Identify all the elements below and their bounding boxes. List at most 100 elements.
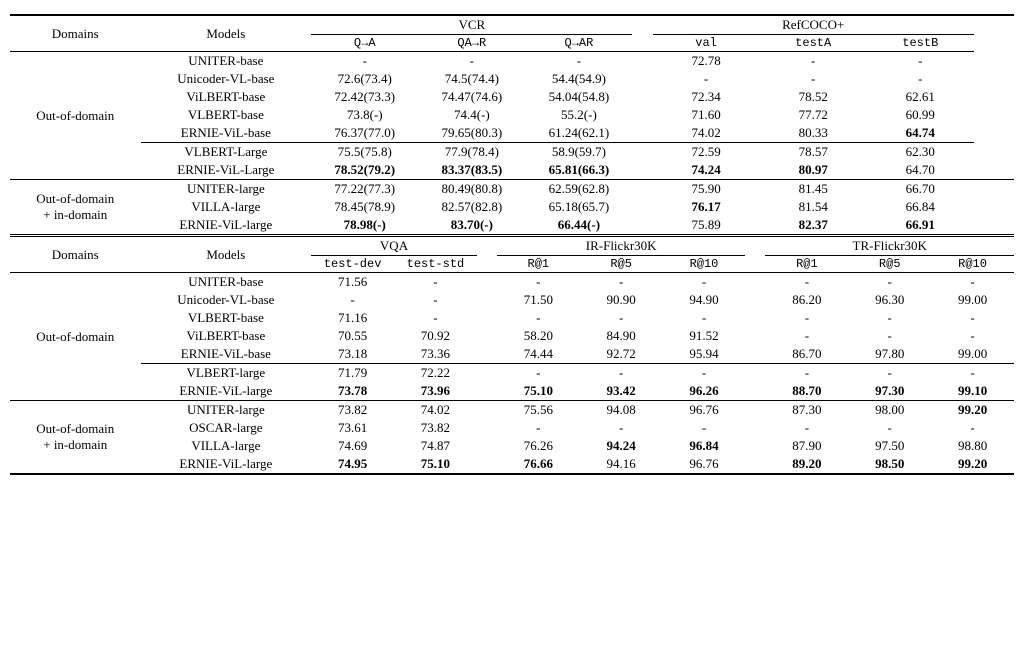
cell: 72.59 bbox=[653, 143, 760, 162]
model-name: ERNIE-ViL-base bbox=[141, 124, 312, 143]
cell: 64.74 bbox=[867, 124, 974, 143]
cell: - bbox=[497, 419, 580, 437]
model-name: UNITER-large bbox=[141, 401, 312, 420]
cell: - bbox=[311, 52, 418, 71]
cell: - bbox=[525, 52, 632, 71]
domain-label: Out-of-domain+ in-domain bbox=[10, 180, 141, 236]
cell: 66.70 bbox=[867, 180, 974, 199]
cell: 73.36 bbox=[394, 345, 477, 364]
cell: 90.90 bbox=[580, 291, 663, 309]
cell: 72.22 bbox=[394, 364, 477, 383]
table-row: ViLBERT-base72.42(73.3)74.47(74.6)54.04(… bbox=[10, 88, 1014, 106]
cell: 62.30 bbox=[867, 143, 974, 162]
cell: 74.47(74.6) bbox=[418, 88, 525, 106]
cell: - bbox=[663, 419, 746, 437]
cell: 99.00 bbox=[931, 345, 1014, 364]
cell: - bbox=[311, 291, 394, 309]
cell: - bbox=[394, 273, 477, 292]
col-ir: IR-Flickr30K bbox=[497, 237, 745, 256]
cell: 65.81(66.3) bbox=[525, 161, 632, 180]
cell: 78.45(78.9) bbox=[311, 198, 418, 216]
cell: 81.54 bbox=[760, 198, 867, 216]
cell: 96.76 bbox=[663, 401, 746, 420]
cell: 71.79 bbox=[311, 364, 394, 383]
table-row: OSCAR-large73.6173.82------ bbox=[10, 419, 1014, 437]
domain-label: Out-of-domain bbox=[10, 52, 141, 180]
cell: 71.50 bbox=[497, 291, 580, 309]
cell: - bbox=[663, 364, 746, 383]
cell: 94.90 bbox=[663, 291, 746, 309]
cell: - bbox=[497, 273, 580, 292]
table-row: ERNIE-ViL-Large78.52(79.2)83.37(83.5)65.… bbox=[10, 161, 1014, 180]
cell: 82.37 bbox=[760, 216, 867, 236]
model-name: UNITER-base bbox=[141, 52, 312, 71]
cell: - bbox=[765, 419, 848, 437]
cell: 87.30 bbox=[765, 401, 848, 420]
cell: 58.9(59.7) bbox=[525, 143, 632, 162]
col-val: val bbox=[653, 35, 760, 52]
cell: 73.96 bbox=[394, 382, 477, 401]
table-row: Unicoder-VL-base--71.5090.9094.9086.2096… bbox=[10, 291, 1014, 309]
col-domains: Domains bbox=[10, 237, 141, 273]
domain-label: Out-of-domain+ in-domain bbox=[10, 401, 141, 475]
model-name: VLBERT-base bbox=[141, 309, 312, 327]
cell: 55.2(-) bbox=[525, 106, 632, 124]
cell: 74.4(-) bbox=[418, 106, 525, 124]
model-name: ViLBERT-base bbox=[141, 327, 312, 345]
cell: - bbox=[848, 273, 931, 292]
table-row: VILLA-large74.6974.8776.2694.2496.8487.9… bbox=[10, 437, 1014, 455]
cell: - bbox=[848, 327, 931, 345]
cell: 99.20 bbox=[931, 455, 1014, 474]
cell: 72.34 bbox=[653, 88, 760, 106]
cell: 78.52 bbox=[760, 88, 867, 106]
cell: 75.5(75.8) bbox=[311, 143, 418, 162]
cell: 94.08 bbox=[580, 401, 663, 420]
cell: - bbox=[848, 309, 931, 327]
cell: 73.78 bbox=[311, 382, 394, 401]
model-name: Unicoder-VL-base bbox=[141, 70, 312, 88]
cell: 95.94 bbox=[663, 345, 746, 364]
cell: - bbox=[765, 327, 848, 345]
cell: 94.16 bbox=[580, 455, 663, 474]
cell: 99.10 bbox=[931, 382, 1014, 401]
cell: - bbox=[931, 309, 1014, 327]
cell: 86.20 bbox=[765, 291, 848, 309]
model-name: Unicoder-VL-base bbox=[141, 291, 312, 309]
cell: 65.18(65.7) bbox=[525, 198, 632, 216]
model-name: VLBERT-large bbox=[141, 364, 312, 383]
cell: 66.91 bbox=[867, 216, 974, 236]
table-row: Out-of-domainUNITER-base71.56------- bbox=[10, 273, 1014, 292]
cell: 54.04(54.8) bbox=[525, 88, 632, 106]
cell: 75.10 bbox=[394, 455, 477, 474]
cell: - bbox=[580, 364, 663, 383]
cell: 99.20 bbox=[931, 401, 1014, 420]
table-row: ERNIE-ViL-large73.7873.9675.1093.4296.26… bbox=[10, 382, 1014, 401]
cell: 83.70(-) bbox=[418, 216, 525, 236]
model-name: VLBERT-base bbox=[141, 106, 312, 124]
cell: 97.50 bbox=[848, 437, 931, 455]
col-r5: R@5 bbox=[848, 256, 931, 273]
cell: - bbox=[580, 419, 663, 437]
cell: 93.42 bbox=[580, 382, 663, 401]
cell: 72.78 bbox=[653, 52, 760, 71]
cell: 74.02 bbox=[653, 124, 760, 143]
cell: - bbox=[760, 70, 867, 88]
cell: - bbox=[497, 364, 580, 383]
cell: - bbox=[765, 273, 848, 292]
cell: 72.6(73.4) bbox=[311, 70, 418, 88]
cell: 66.44(-) bbox=[525, 216, 632, 236]
model-name: OSCAR-large bbox=[141, 419, 312, 437]
col-test-dev: test-dev bbox=[311, 256, 394, 273]
cell: 97.80 bbox=[848, 345, 931, 364]
cell: 83.37(83.5) bbox=[418, 161, 525, 180]
cell: - bbox=[867, 52, 974, 71]
col-qar: QA→R bbox=[418, 35, 525, 52]
cell: 87.90 bbox=[765, 437, 848, 455]
cell: 76.26 bbox=[497, 437, 580, 455]
col-r10: R@10 bbox=[663, 256, 746, 273]
model-name: ViLBERT-base bbox=[141, 88, 312, 106]
table-row: Out-of-domainUNITER-base---72.78-- bbox=[10, 52, 1014, 71]
model-name: ERNIE-ViL-large bbox=[141, 455, 312, 474]
table-row: VLBERT-large71.7972.22------ bbox=[10, 364, 1014, 383]
table-row: Unicoder-VL-base72.6(73.4)74.5(74.4)54.4… bbox=[10, 70, 1014, 88]
